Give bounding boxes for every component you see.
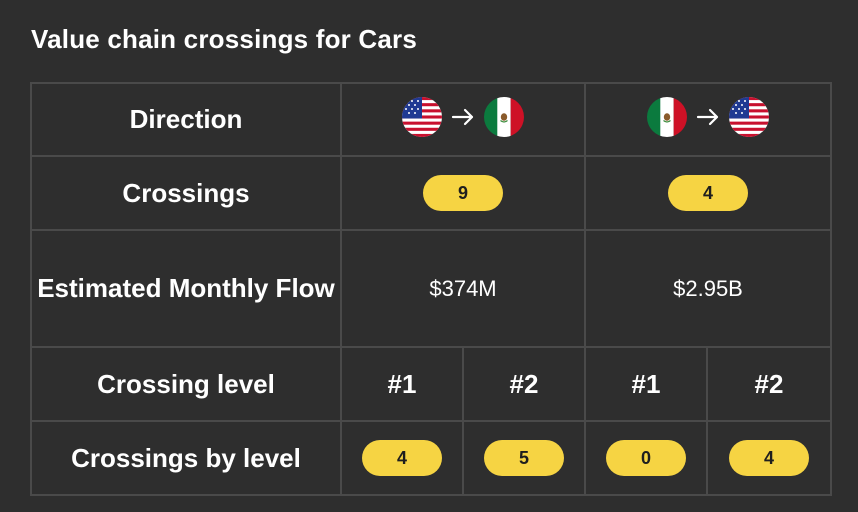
flow-value: $374M	[429, 275, 497, 301]
by-level-badge: 4	[729, 440, 809, 476]
flow-cell: $2.95B	[584, 229, 832, 348]
crossings-badge: 9	[423, 175, 503, 211]
us-flag-icon	[729, 97, 769, 137]
crossings-table: Direction Crossings 9	[30, 82, 832, 496]
crossings-row: Crossings 9 4	[30, 155, 832, 231]
level-cell: #2	[706, 346, 832, 422]
flow-label: Estimated Monthly Flow	[30, 229, 342, 348]
by-level-cell: 0	[584, 420, 708, 496]
by-level-badge: 4	[362, 440, 442, 476]
direction-cell-mx-to-us	[584, 82, 832, 157]
level-row: Crossing level #1 #2 #1 #2	[30, 346, 832, 422]
by-level-cell: 5	[462, 420, 586, 496]
by-level-row: Crossings by level 4 5 0 4	[30, 420, 832, 496]
by-level-badge: 0	[606, 440, 686, 476]
crossings-label: Crossings	[30, 155, 342, 231]
flow-cell: $374M	[340, 229, 586, 348]
arrow-right-icon	[451, 108, 474, 126]
direction-cell-us-to-mx	[340, 82, 586, 157]
crossings-badge: 4	[668, 175, 748, 211]
crossings-cell: 4	[584, 155, 832, 231]
direction-label: Direction	[30, 82, 342, 157]
by-level-badge: 5	[484, 440, 564, 476]
level-cell: #2	[462, 346, 586, 422]
arrow-right-icon	[696, 108, 719, 126]
direction-row: Direction	[30, 82, 832, 157]
by-level-cell: 4	[706, 420, 832, 496]
us-flag-icon	[402, 97, 442, 137]
by-level-label: Crossings by level	[30, 420, 342, 496]
by-level-cell: 4	[340, 420, 464, 496]
level-cell: #1	[584, 346, 708, 422]
mexico-flag-icon	[484, 97, 524, 137]
page-title: Value chain crossings for Cars	[31, 24, 418, 54]
level-label: Crossing level	[30, 346, 342, 422]
crossings-cell: 9	[340, 155, 586, 231]
mexico-flag-icon	[647, 97, 687, 137]
flow-value: $2.95B	[673, 275, 743, 301]
flow-row: Estimated Monthly Flow $374M $2.95B	[30, 229, 832, 348]
level-cell: #1	[340, 346, 464, 422]
